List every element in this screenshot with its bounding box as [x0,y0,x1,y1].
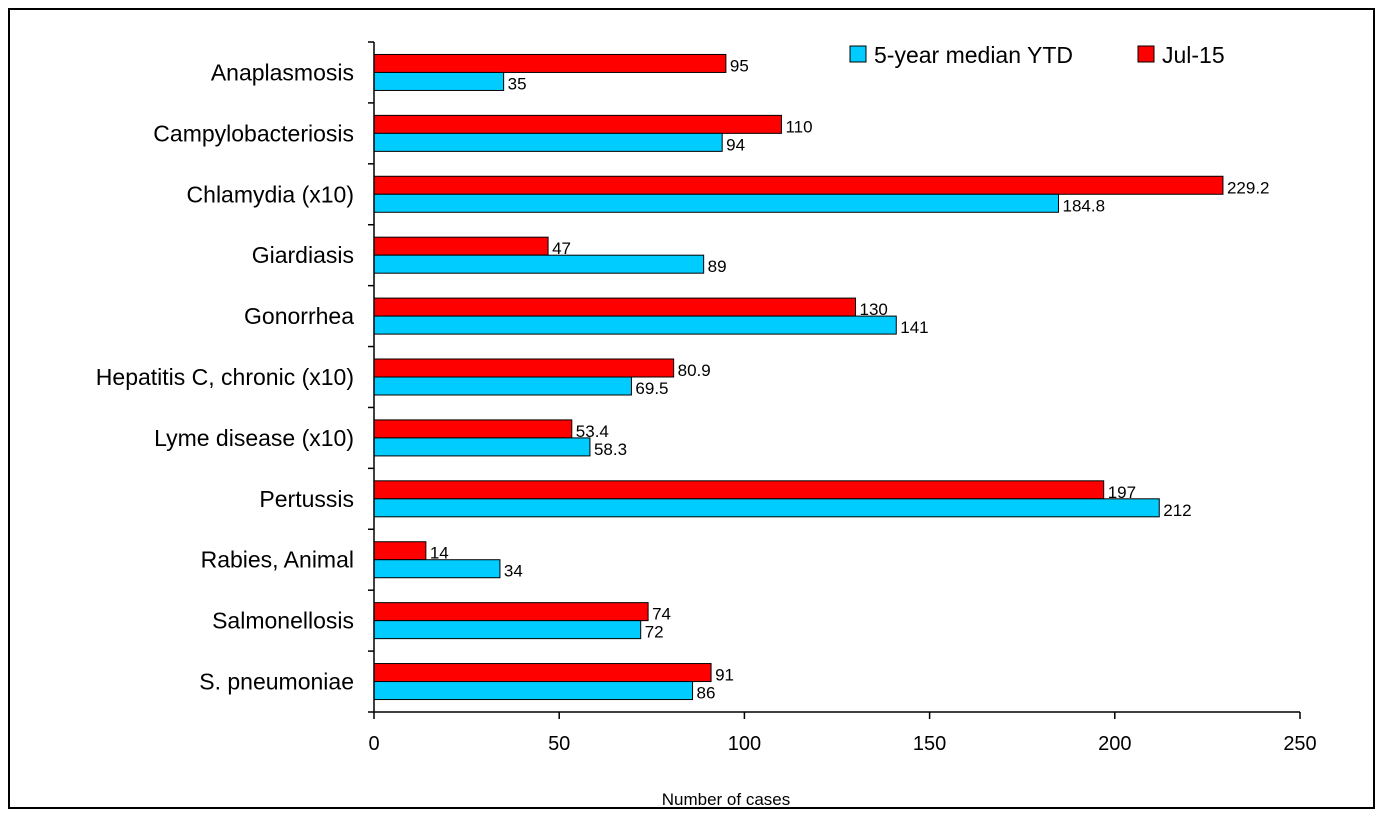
x-axis-title: Number of cases [662,790,791,809]
bar [373,602,649,622]
x-tick-label: 100 [728,733,761,755]
bar [373,620,642,640]
bar [373,498,1160,518]
bar [373,175,1224,195]
data-label: 86 [697,684,716,703]
bar [373,376,632,396]
category-label: Gonorrhea [244,303,354,329]
x-tick-label: 0 [368,733,379,755]
bars-group [373,53,1224,701]
category-label: Salmonellosis [212,608,354,634]
x-tick-label: 150 [913,733,946,755]
category-label: Chlamydia (x10) [187,181,354,207]
data-label: 212 [1163,501,1191,520]
data-label: 69.5 [635,379,668,398]
x-tick-label: 250 [1283,733,1316,755]
data-label: 47 [552,239,571,258]
bar [373,114,782,134]
category-label: Rabies, Animal [201,547,354,573]
category-label: Pertussis [259,486,354,512]
legend-label: 5-year median YTD [874,42,1073,68]
data-label: 95 [730,56,749,75]
bar [373,132,723,152]
data-label: 130 [860,300,888,319]
data-label: 91 [715,666,734,685]
data-label: 110 [785,117,812,136]
data-label: 53.4 [576,422,609,441]
bar [373,315,897,335]
legend-swatch [1137,45,1155,63]
data-label: 34 [504,562,523,581]
bar [373,297,857,317]
legend-swatch [849,45,867,63]
data-label: 89 [708,257,727,276]
axes-group: 0 50 100 150 200 250 [368,41,1317,755]
bar [373,236,549,256]
category-label: Anaplasmosis [211,59,354,85]
data-label: 14 [430,544,449,563]
data-label: 35 [508,74,527,93]
category-label: Giardiasis [252,242,354,268]
bar [373,53,727,73]
bar [373,663,712,683]
bar [373,254,705,274]
bar [373,358,675,378]
data-label: 94 [726,135,745,154]
data-label: 197 [1108,483,1136,502]
category-label: Hepatitis C, chronic (x10) [96,364,354,390]
bar [373,541,427,561]
bar [373,193,1059,213]
legend-label: Jul-15 [1162,42,1225,68]
data-label: 58.3 [594,440,627,459]
x-tick-label: 200 [1098,733,1131,755]
category-label: Campylobacteriosis [153,120,354,146]
legend: 5-year median YTD Jul-15 [849,42,1225,68]
data-label: 80.9 [678,361,711,380]
bar [373,480,1105,500]
bar [373,681,694,701]
labels-group: Anaplasmosis 95 35 Campylobacteriosis 110 94 C… [96,56,1270,702]
category-label: S. pneumoniae [199,669,354,695]
data-label: 72 [645,623,664,642]
data-label: 74 [652,605,671,624]
data-label: 229.2 [1227,178,1270,197]
bar [373,437,591,457]
data-label: 184.8 [1062,196,1105,215]
bar [373,71,505,91]
bar [373,419,573,439]
category-label: Lyme disease (x10) [154,425,354,451]
x-tick-label: 50 [548,733,570,755]
data-label: 141 [900,318,928,337]
